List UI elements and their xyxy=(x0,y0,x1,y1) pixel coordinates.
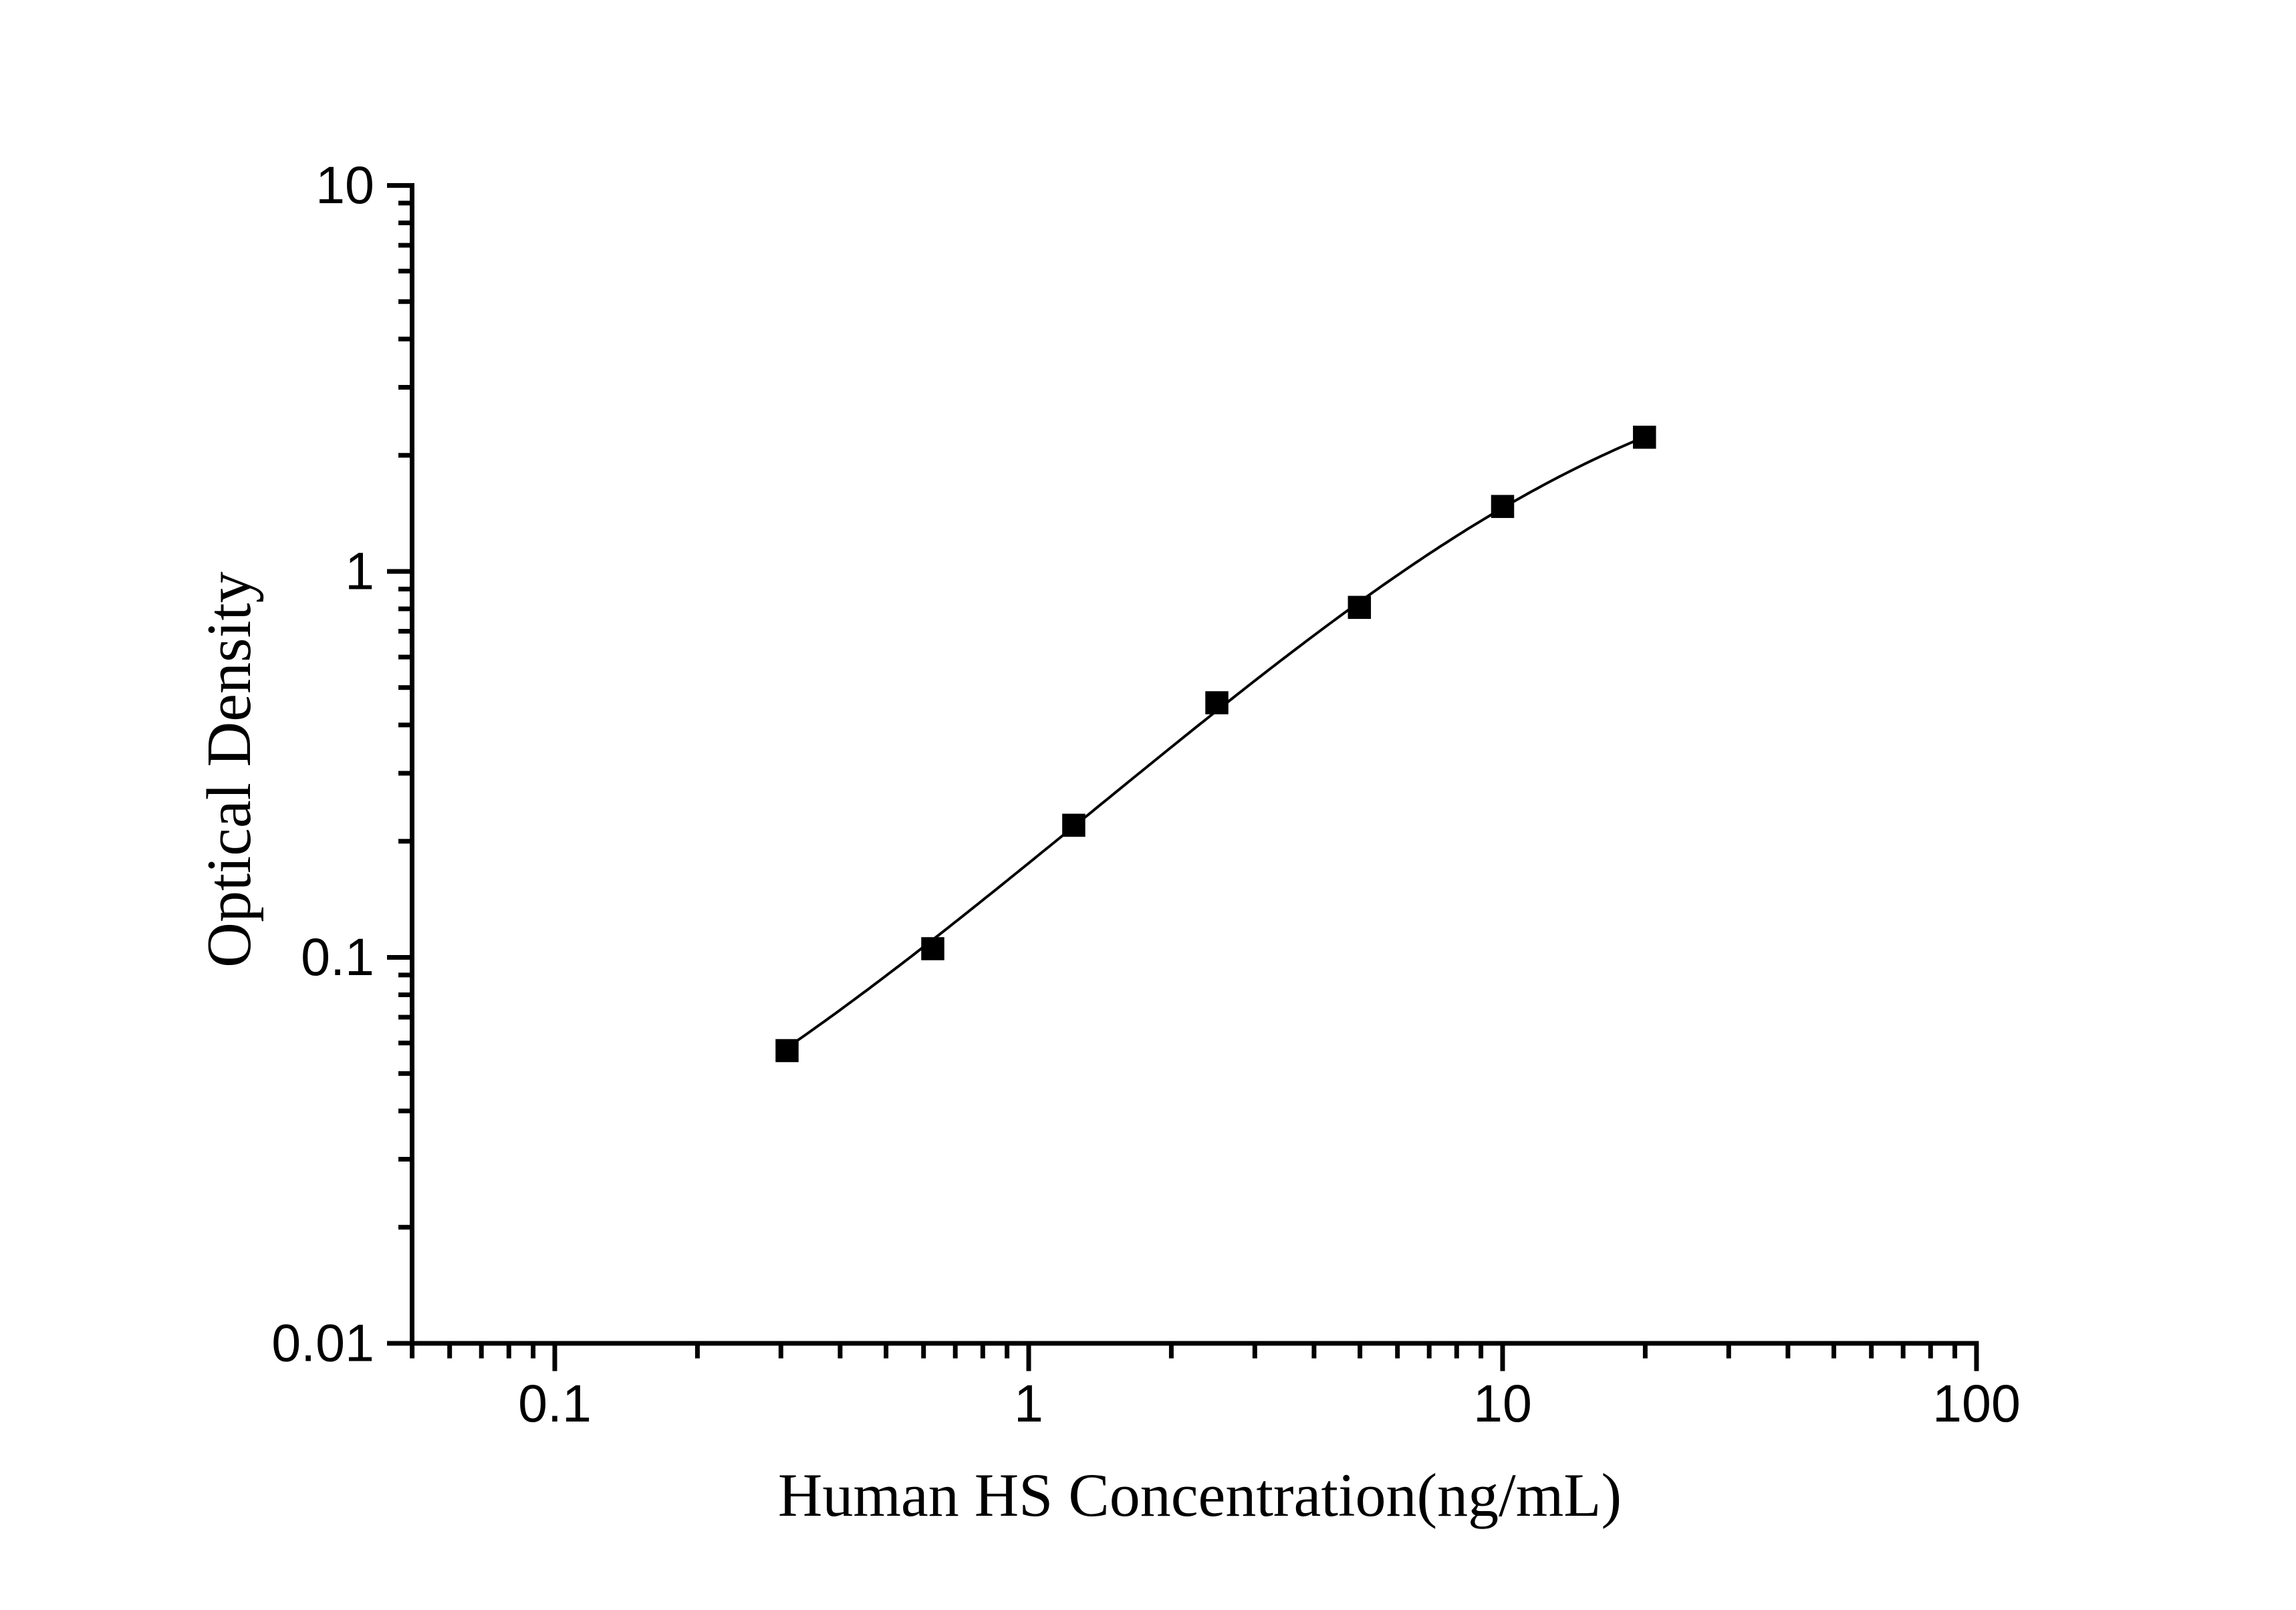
svg-text:Optical Density: Optical Density xyxy=(195,571,264,968)
svg-text:10: 10 xyxy=(315,155,374,215)
svg-text:1: 1 xyxy=(345,541,374,601)
svg-text:0.1: 0.1 xyxy=(301,927,374,986)
svg-text:100: 100 xyxy=(1932,1373,2021,1433)
svg-text:0.01: 0.01 xyxy=(271,1313,374,1373)
svg-text:10: 10 xyxy=(1473,1373,1532,1433)
svg-text:Human HS Concentration(ng/mL): Human HS Concentration(ng/mL) xyxy=(778,1461,1622,1529)
svg-text:0.1: 0.1 xyxy=(518,1373,592,1433)
svg-text:1: 1 xyxy=(1014,1373,1043,1433)
